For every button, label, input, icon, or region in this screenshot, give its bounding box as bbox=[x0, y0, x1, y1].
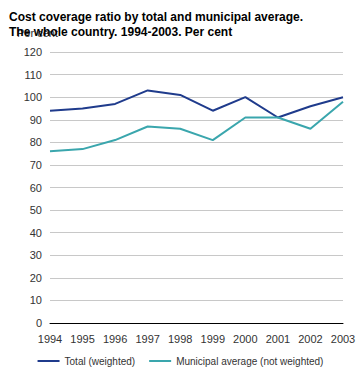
svg-text:1996: 1996 bbox=[103, 333, 127, 345]
svg-text:0: 0 bbox=[36, 317, 42, 329]
svg-text:70: 70 bbox=[30, 159, 42, 171]
svg-text:The whole country. 1994-2003.: The whole country. 1994-2003. Per cent bbox=[9, 25, 232, 39]
svg-text:10: 10 bbox=[30, 294, 42, 306]
svg-text:Total (weighted): Total (weighted) bbox=[65, 356, 136, 367]
svg-text:2001: 2001 bbox=[266, 333, 290, 345]
svg-text:1997: 1997 bbox=[135, 333, 159, 345]
svg-text:50: 50 bbox=[30, 204, 42, 216]
svg-text:20: 20 bbox=[30, 272, 42, 284]
svg-text:80: 80 bbox=[30, 136, 42, 148]
svg-text:1998: 1998 bbox=[168, 333, 192, 345]
svg-text:90: 90 bbox=[30, 114, 42, 126]
svg-text:2002: 2002 bbox=[298, 333, 322, 345]
svg-text:Cost coverage ratio by total a: Cost coverage ratio by total and municip… bbox=[9, 10, 303, 24]
svg-text:1999: 1999 bbox=[201, 333, 225, 345]
svg-text:1994: 1994 bbox=[38, 333, 62, 345]
svg-text:1995: 1995 bbox=[70, 333, 94, 345]
svg-text:110: 110 bbox=[24, 69, 42, 81]
svg-text:Municipal average (not weighte: Municipal average (not weighted) bbox=[176, 356, 323, 367]
svg-text:120: 120 bbox=[24, 46, 42, 58]
svg-text:60: 60 bbox=[30, 182, 42, 194]
svg-text:2003: 2003 bbox=[331, 333, 355, 345]
svg-text:40: 40 bbox=[30, 227, 42, 239]
svg-text:100: 100 bbox=[24, 91, 42, 103]
svg-text:2000: 2000 bbox=[233, 333, 257, 345]
svg-text:30: 30 bbox=[30, 249, 42, 261]
